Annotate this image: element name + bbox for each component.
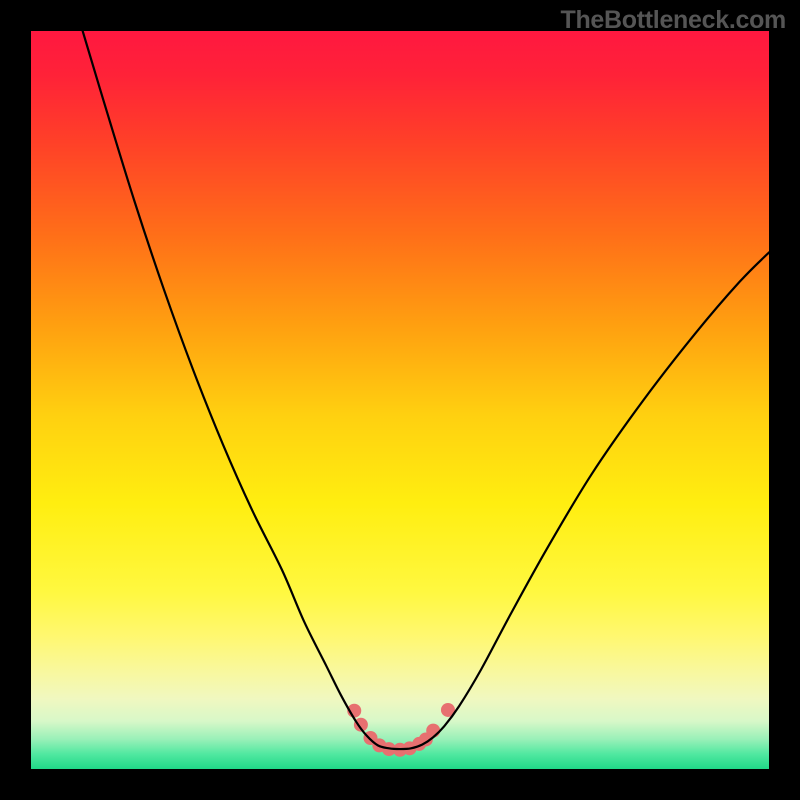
- gradient-background: [31, 31, 769, 769]
- marker-dot: [426, 724, 440, 738]
- watermark-text: TheBottleneck.com: [560, 6, 786, 35]
- chart-svg: [31, 31, 769, 769]
- plot-area: [31, 31, 769, 769]
- chart-frame: TheBottleneck.com: [0, 0, 800, 800]
